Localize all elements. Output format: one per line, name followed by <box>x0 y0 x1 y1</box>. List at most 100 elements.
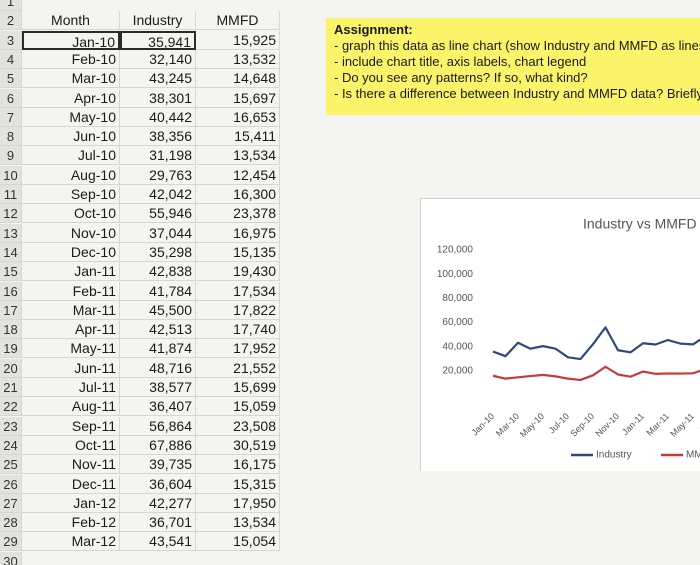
row-number: 4 <box>0 49 22 69</box>
industry-cell: 39,735 <box>120 455 196 475</box>
month-cell: Jul-10 <box>22 146 120 166</box>
industry-cell: 29,763 <box>120 165 196 185</box>
month-cell: Jun-10 <box>22 127 120 147</box>
row-number: 18 <box>0 320 22 340</box>
row-number: 3 <box>0 30 22 50</box>
x-tick-label: May-11 <box>668 411 696 439</box>
row-number: 26 <box>0 474 22 494</box>
assignment-line: - Do you see any patterns? If so, what k… <box>334 70 588 85</box>
mmfd-cell: 17,534 <box>196 281 280 301</box>
assignment-line: - include chart title, axis labels, char… <box>334 54 587 69</box>
mmfd-cell: 21,552 <box>196 358 280 378</box>
x-tick-label: Nov-10 <box>594 411 622 439</box>
row-number: 1 <box>0 0 22 11</box>
row-number: 2 <box>0 11 22 31</box>
row-number: 9 <box>0 146 22 166</box>
month-cell: Oct-10 <box>22 204 120 224</box>
industry-cell: 38,577 <box>120 378 196 397</box>
mmfd-cell: 15,699 <box>196 378 280 397</box>
mmfd-cell: 17,822 <box>196 300 280 320</box>
row-number: 30 <box>0 551 22 565</box>
mmfd-cell: 15,135 <box>196 242 280 262</box>
mmfd-cell: 17,950 <box>196 493 280 513</box>
x-tick-label: Jan-11 <box>620 411 646 437</box>
month-cell: Mar-12 <box>22 532 120 552</box>
industry-cell: 48,716 <box>120 358 196 378</box>
month-cell: Sep-11 <box>22 416 120 436</box>
x-tick-label: Mar-10 <box>494 411 521 438</box>
row-number: 19 <box>0 339 22 359</box>
row-number: 15 <box>0 262 22 282</box>
industry-cell: 40,442 <box>120 107 196 127</box>
row-number: 10 <box>0 165 22 185</box>
month-cell: Sep-10 <box>22 185 120 204</box>
row-number: 12 <box>0 204 22 224</box>
row-number: 22 <box>0 397 22 417</box>
y-tick-label: 60,000 <box>442 317 473 328</box>
row-number: 24 <box>0 435 22 455</box>
industry-cell: 38,301 <box>120 88 196 108</box>
row-number: 28 <box>0 513 22 533</box>
mmfd-cell: 16,653 <box>196 107 280 127</box>
industry-cell: 36,604 <box>120 474 196 494</box>
row-number: 6 <box>0 88 22 108</box>
industry-cell: 42,277 <box>120 493 196 513</box>
industry-cell: 32,140 <box>120 49 196 69</box>
row-number: 21 <box>0 378 22 397</box>
month-cell: Jul-11 <box>22 378 120 397</box>
industry-cell: 43,245 <box>120 69 196 89</box>
row-number: 11 <box>0 185 22 204</box>
mmfd-cell: 17,740 <box>196 320 280 340</box>
mmfd-cell: 12,454 <box>196 165 280 185</box>
month-cell: Dec-10 <box>22 242 120 262</box>
chart-title: Industry vs MMFD <box>583 216 697 232</box>
month-cell: Aug-11 <box>22 397 120 417</box>
industry-cell: 42,042 <box>120 185 196 204</box>
row-number: 7 <box>0 107 22 127</box>
x-tick-label: Jan-10 <box>470 411 497 438</box>
mmfd-cell: 13,534 <box>196 146 280 166</box>
column-header: Month <box>22 11 120 31</box>
month-cell: Jun-11 <box>22 358 120 378</box>
industry-cell: 37,044 <box>120 223 196 243</box>
industry-cell: 36,701 <box>120 513 196 533</box>
row-number: 14 <box>0 242 22 262</box>
month-cell: Apr-11 <box>22 320 120 340</box>
industry-cell: 41,874 <box>120 339 196 359</box>
row-number: 16 <box>0 281 22 301</box>
mmfd-cell: 13,534 <box>196 513 280 533</box>
y-tick-label: 80,000 <box>442 293 473 304</box>
month-cell: Jan-11 <box>22 262 120 282</box>
mmfd-cell: 15,054 <box>196 532 280 552</box>
mmfd-cell: 30,519 <box>196 435 280 455</box>
industry-cell: 42,513 <box>120 320 196 340</box>
month-cell: Dec-11 <box>22 474 120 494</box>
y-tick-label: 100,000 <box>437 269 474 280</box>
column-header: Industry <box>120 11 196 31</box>
month-cell: May-11 <box>22 339 120 359</box>
mmfd-cell: 14,648 <box>196 69 280 89</box>
mmfd-cell: 19,430 <box>196 262 280 282</box>
industry-cell: 43,541 <box>120 532 196 552</box>
industry-cell: 55,946 <box>120 204 196 224</box>
industry-cell: 38,356 <box>120 127 196 147</box>
y-tick-label: 20,000 <box>442 365 473 376</box>
row-number: 13 <box>0 223 22 243</box>
series-line <box>492 365 700 382</box>
mmfd-cell: 16,300 <box>196 185 280 204</box>
row-number: 25 <box>0 455 22 475</box>
mmfd-cell: 23,378 <box>196 204 280 224</box>
assignment-title: Assignment: <box>334 22 413 37</box>
row-number: 20 <box>0 358 22 378</box>
month-cell: Jan-10 <box>22 30 120 50</box>
mmfd-cell: 23,508 <box>196 416 280 436</box>
assignment-note: Assignment: - graph this data as line ch… <box>326 18 700 115</box>
chart: Industry vs MMFD 20,000 40,000 60,000 80,00… <box>437 216 700 461</box>
industry-cell: 67,886 <box>120 435 196 455</box>
month-cell: Nov-10 <box>22 223 120 243</box>
month-cell: May-10 <box>22 107 120 127</box>
row-number: 29 <box>0 532 22 552</box>
column-header: MMFD <box>196 11 280 31</box>
industry-cell: 35,298 <box>120 242 196 262</box>
